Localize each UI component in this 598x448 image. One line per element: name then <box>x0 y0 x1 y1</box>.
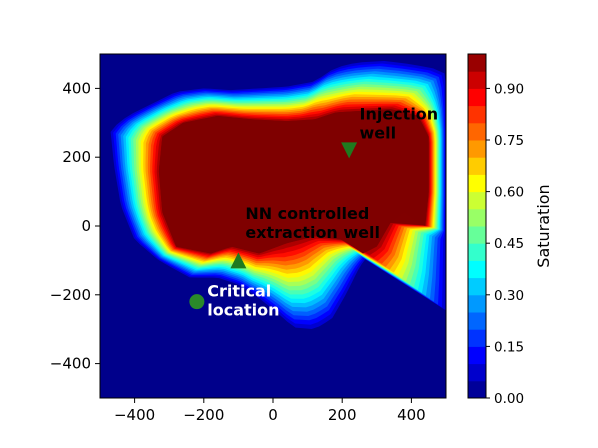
colorbar-ticks: 0.00 0.15 0.30 0.45 0.60 0.75 0.90 <box>486 81 524 407</box>
x-tick-label: 400 <box>397 406 426 424</box>
nn-controlled-extraction-well-label: NN controlled extraction well <box>245 204 380 242</box>
colorbar-band <box>468 174 486 193</box>
x-tick-label: 0 <box>268 406 278 424</box>
colorbar-band <box>468 105 486 124</box>
nn-controlled-extraction-well-marker <box>230 252 247 269</box>
colorbar-tick-label: 0.90 <box>494 81 524 97</box>
colorbar-band <box>468 122 486 141</box>
x-tick-label: −200 <box>183 406 224 424</box>
x-tick-label: −400 <box>114 406 155 424</box>
y-axis: −400 −200 0 200 400 <box>50 79 100 373</box>
plot-area: Injection well NN controlled extraction wel… <box>99 53 447 399</box>
colorbar-band <box>468 329 486 347</box>
well-markers <box>189 142 358 310</box>
colorbar-band <box>468 312 486 330</box>
colorbar-band <box>468 71 486 89</box>
y-tick-label: 200 <box>62 148 91 166</box>
saturation-core <box>158 109 429 254</box>
colorbar-label: Saturation <box>534 184 553 267</box>
colorbar-band <box>468 226 486 244</box>
colorbar-band <box>468 346 486 365</box>
colorbar-band <box>468 243 486 261</box>
colorbar-tick-label: 0.00 <box>494 391 524 407</box>
y-tick-label: −200 <box>50 286 91 304</box>
colorbar-band <box>468 363 486 382</box>
colorbar-bands <box>468 54 486 399</box>
colorbar-band <box>468 54 486 72</box>
saturation-contours <box>110 61 446 329</box>
colorbar-band <box>468 380 486 399</box>
colorbar-band <box>468 277 486 296</box>
colorbar-frame <box>467 53 487 399</box>
injection-well-marker <box>341 142 358 159</box>
injection-well-label: Injection well <box>360 104 439 142</box>
colorbar-tick-label: 0.60 <box>494 185 524 201</box>
colorbar-tick-label: 0.15 <box>494 339 524 355</box>
y-tick-label: 0 <box>81 217 91 235</box>
colorbar-band <box>468 208 486 227</box>
x-axis: −400 −200 0 200 400 <box>114 398 426 424</box>
colorbar-band <box>468 191 486 210</box>
colorbar-tick-label: 0.30 <box>494 288 524 304</box>
colorbar-band <box>468 294 486 313</box>
colorbar-band <box>468 260 486 279</box>
colorbar-tick-label: 0.45 <box>494 236 524 252</box>
annotations: Injection well NN controlled extraction wel… <box>207 104 438 319</box>
colorbar-band <box>468 140 486 158</box>
colorbar-band <box>468 88 486 107</box>
colorbar-tick-label: 0.75 <box>494 133 524 149</box>
y-tick-label: 400 <box>62 79 91 97</box>
critical-location-marker <box>189 294 205 310</box>
x-tick-label: 200 <box>328 406 357 424</box>
critical-location-label: Critical location <box>207 282 279 320</box>
y-tick-label: −400 <box>50 355 91 373</box>
colorbar-band <box>468 157 486 175</box>
colorbar: 0.00 0.15 0.30 0.45 0.60 0.75 0.90 Saturation <box>467 53 553 407</box>
